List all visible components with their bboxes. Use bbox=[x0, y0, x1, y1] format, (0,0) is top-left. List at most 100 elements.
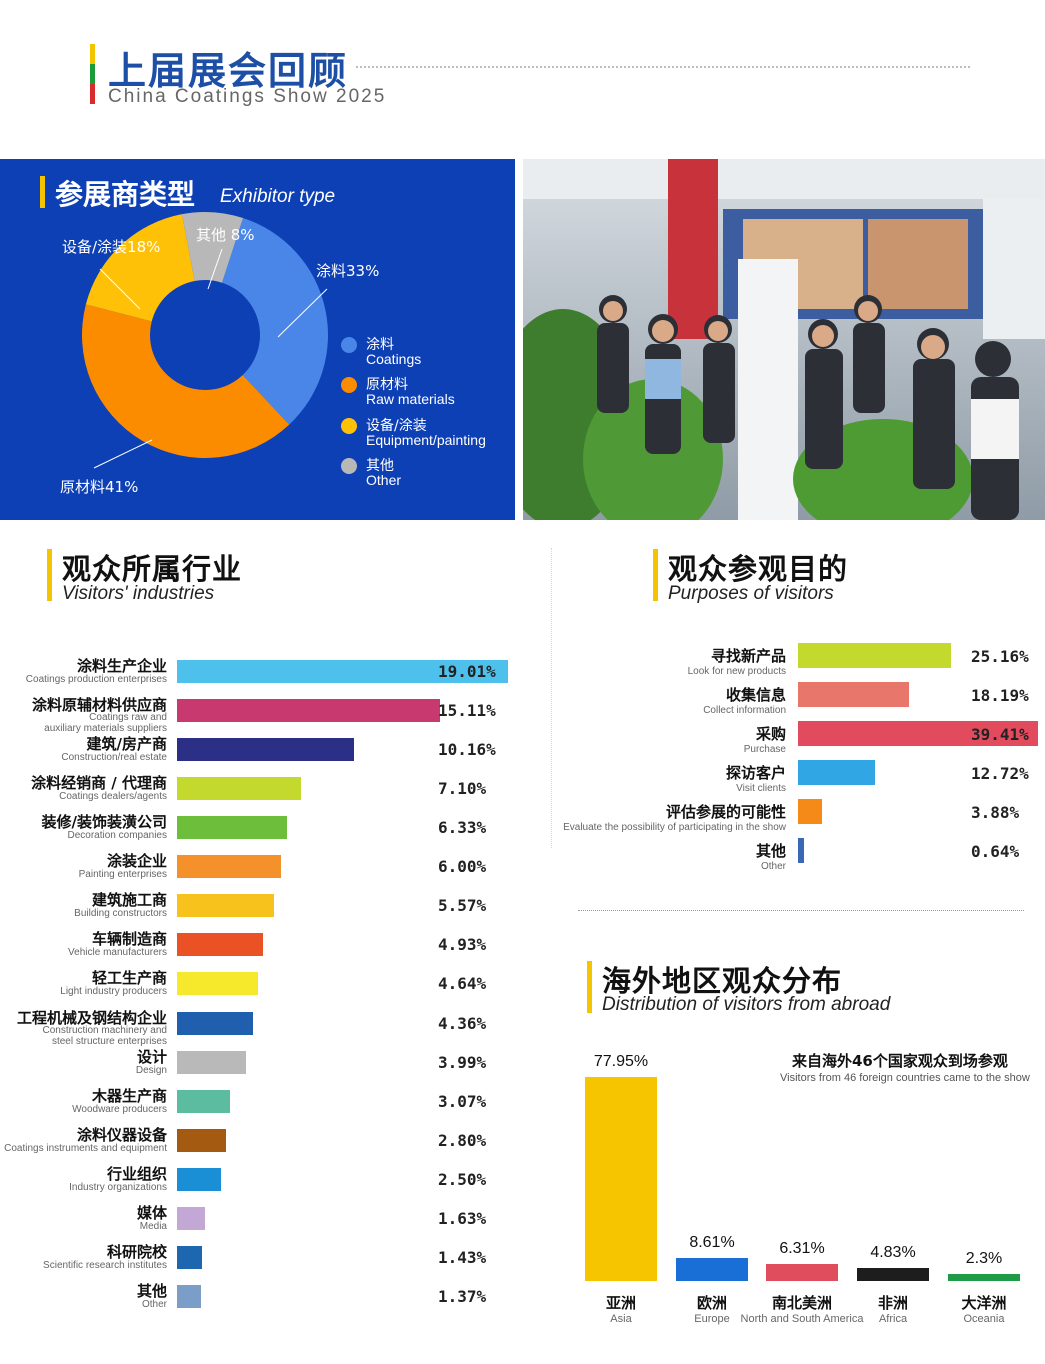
purpose-bar-5 bbox=[798, 838, 804, 863]
industry-value-12: 2.80% bbox=[438, 1130, 487, 1150]
exhibitor-type-title-en: Exhibitor type bbox=[220, 186, 336, 207]
abroad-label-3: 非洲 bbox=[877, 1294, 908, 1312]
industry-bar-9 bbox=[177, 1011, 253, 1035]
abroad-label-en-3: Africa bbox=[878, 1313, 908, 1325]
purpose-value-0: 25.16% bbox=[971, 647, 1029, 666]
annotation-raw-materials: 原材料41% bbox=[60, 478, 139, 496]
industry-value-10: 3.99% bbox=[438, 1052, 487, 1072]
industry-label-8: 轻工生产商 bbox=[91, 969, 167, 988]
purpose-value-2: 39.41% bbox=[971, 725, 1029, 744]
industry-value-14: 1.63% bbox=[438, 1208, 487, 1228]
purpose-label-1: 收集信息 bbox=[725, 686, 786, 704]
purpose-bar-0 bbox=[798, 643, 952, 668]
industry-value-6: 5.57% bbox=[438, 896, 487, 916]
exhibition-crowd-photo bbox=[523, 159, 1045, 520]
industry-label-16: 其他 bbox=[136, 1281, 167, 1300]
purpose-bar-2 bbox=[798, 721, 1038, 746]
industry-label-9: 工程机械及钢结构企业 bbox=[16, 1008, 167, 1027]
annotation-leader-line bbox=[207, 248, 223, 290]
industry-bar-16 bbox=[177, 1284, 201, 1308]
industry-label-en-9: Construction machinery and bbox=[42, 1024, 167, 1036]
industry-bar-7 bbox=[177, 933, 263, 957]
industry-bar-8 bbox=[177, 972, 258, 996]
page-title: 上届展会回顾 bbox=[108, 49, 349, 93]
annotation-leader-line bbox=[277, 288, 328, 338]
industry-bar-0 bbox=[177, 660, 508, 683]
industry-label-en-8: Light industry producers bbox=[60, 986, 167, 998]
donut-slice-0 bbox=[221, 218, 328, 425]
donut-slice-3 bbox=[181, 212, 244, 283]
donut-slice-2 bbox=[85, 214, 195, 322]
purposes-title-en: Purposes of visitors bbox=[668, 583, 834, 604]
industry-label-7: 车辆制造商 bbox=[91, 930, 167, 949]
purpose-label-2: 采购 bbox=[755, 725, 786, 743]
industry-label-en-16: Other bbox=[141, 1298, 167, 1310]
abroad-label-1: 欧洲 bbox=[696, 1294, 727, 1312]
annotation-leader-line bbox=[93, 439, 153, 469]
legend-swatch bbox=[341, 418, 357, 434]
industry-label-en-12: Coatings instruments and equipment bbox=[4, 1142, 167, 1154]
abroad-bar-4 bbox=[948, 1274, 1020, 1281]
purpose-label-en-1: Collect information bbox=[703, 705, 786, 716]
annotation-other: 其他 8% bbox=[196, 226, 255, 244]
abroad-bar-3 bbox=[857, 1268, 929, 1281]
industry-value-16: 1.37% bbox=[438, 1286, 487, 1306]
industry-value-5: 6.00% bbox=[438, 857, 487, 877]
industry-label-en-15: Scientific research institutes bbox=[43, 1259, 167, 1271]
legend-label-en: Other bbox=[366, 472, 402, 488]
industry-label-en-5: Painting enterprises bbox=[78, 869, 167, 881]
purpose-bar-4 bbox=[798, 799, 822, 824]
abroad-note-en: Visitors from 46 foreign countries came … bbox=[780, 1072, 1030, 1084]
legend-label: 原材料 bbox=[366, 377, 408, 393]
section-accent-bar bbox=[653, 549, 658, 601]
industry-label-5: 涂装企业 bbox=[106, 852, 167, 871]
industry-bar-4 bbox=[177, 816, 288, 840]
industry-label-en-7: Vehicle manufacturers bbox=[68, 947, 167, 959]
abroad-label-0: 亚洲 bbox=[605, 1294, 636, 1312]
purpose-label-en-3: Visit clients bbox=[736, 783, 786, 794]
industry-label-en-14: Media bbox=[139, 1220, 167, 1232]
header-accent-green bbox=[90, 64, 95, 84]
section-accent-bar bbox=[40, 176, 45, 208]
abroad-value-0: 77.95% bbox=[593, 1053, 649, 1070]
industry-label-en-2: Construction/real estate bbox=[61, 752, 167, 764]
annotation-equipment: 设备/涂装18% bbox=[62, 238, 161, 256]
industry-label-12: 涂料仪器设备 bbox=[76, 1125, 167, 1144]
abroad-label-2: 南北美洲 bbox=[771, 1294, 832, 1312]
header-divider bbox=[356, 66, 970, 68]
industry-label-en-13: Industry organizations bbox=[69, 1181, 167, 1193]
abroad-value-4: 2.3% bbox=[965, 1250, 1003, 1267]
abroad-bar-1 bbox=[676, 1258, 748, 1281]
legend-swatch bbox=[341, 377, 357, 393]
industry-value-1: 15.11% bbox=[438, 701, 496, 721]
purpose-label-en-4: Evaluate the possibility of participatin… bbox=[563, 822, 786, 833]
industries-title: 观众所属行业 bbox=[62, 552, 243, 586]
column-divider bbox=[551, 548, 552, 848]
legend-label: 设备/涂装 bbox=[366, 418, 427, 434]
industry-label-en2-1: auxiliary materials suppliers bbox=[44, 723, 167, 735]
purpose-label-en-5: Other bbox=[760, 861, 786, 872]
purpose-label-3: 探访客户 bbox=[725, 764, 786, 782]
abroad-title: 海外地区观众分布 bbox=[602, 964, 843, 998]
abroad-label-en-0: Asia bbox=[610, 1313, 632, 1325]
legend-label: 其他 bbox=[366, 458, 394, 474]
industry-label-15: 科研院校 bbox=[106, 1242, 167, 1261]
header-accent-yellow bbox=[90, 44, 95, 64]
industry-bar-2 bbox=[177, 738, 354, 762]
industry-bar-6 bbox=[177, 894, 274, 918]
purpose-value-4: 3.88% bbox=[971, 803, 1020, 822]
legend-label-en: Raw materials bbox=[366, 391, 455, 407]
industry-value-13: 2.50% bbox=[438, 1169, 487, 1189]
annotation-coatings: 涂料33% bbox=[316, 262, 380, 280]
purposes-title: 观众参观目的 bbox=[668, 552, 849, 586]
industry-label-11: 木器生产商 bbox=[91, 1086, 167, 1105]
section-accent-bar bbox=[587, 961, 592, 1013]
purpose-label-4: 评估参展的可能性 bbox=[665, 803, 786, 821]
header-accent-bar bbox=[90, 44, 95, 104]
industries-title-en: Visitors' industries bbox=[62, 583, 215, 604]
industry-label-14: 媒体 bbox=[136, 1203, 167, 1222]
legend-swatch bbox=[341, 458, 357, 474]
purpose-label-0: 寻找新产品 bbox=[710, 647, 786, 665]
abroad-bar-0 bbox=[585, 1077, 657, 1281]
industry-value-4: 6.33% bbox=[438, 818, 487, 838]
